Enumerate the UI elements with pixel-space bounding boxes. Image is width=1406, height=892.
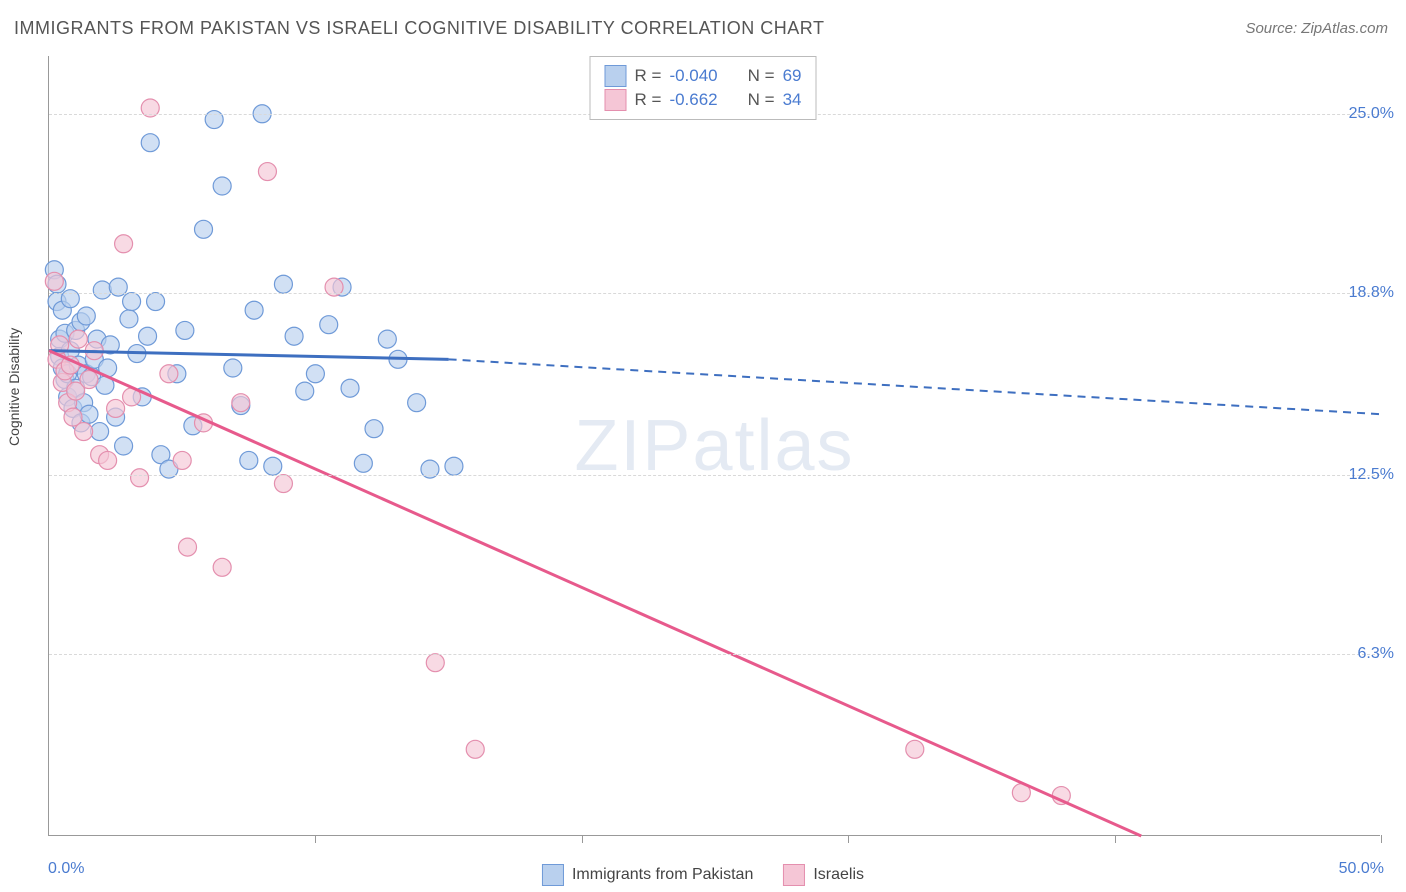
data-point-pakistan xyxy=(341,379,359,397)
data-point-israelis xyxy=(160,365,178,383)
data-point-pakistan xyxy=(115,437,133,455)
data-point-pakistan xyxy=(213,177,231,195)
data-point-pakistan xyxy=(176,321,194,339)
legend-swatch-israelis xyxy=(605,89,627,111)
data-point-israelis xyxy=(69,330,87,348)
x-axis-min-label: 0.0% xyxy=(48,860,84,878)
y-tick-label: 25.0% xyxy=(1349,105,1394,123)
data-point-pakistan xyxy=(365,420,383,438)
data-point-pakistan xyxy=(123,293,141,311)
n-value-pakistan: 69 xyxy=(783,66,802,86)
r-label: R = xyxy=(635,66,662,86)
legend-swatch-pakistan xyxy=(542,864,564,886)
data-point-pakistan xyxy=(245,301,263,319)
chart-title: IMMIGRANTS FROM PAKISTAN VS ISRAELI COGN… xyxy=(14,18,824,39)
data-point-israelis xyxy=(426,654,444,672)
data-point-israelis xyxy=(80,371,98,389)
data-point-israelis xyxy=(274,475,292,493)
data-point-israelis xyxy=(75,423,93,441)
r-value-pakistan: -0.040 xyxy=(669,66,717,86)
data-point-pakistan xyxy=(320,316,338,334)
data-point-pakistan xyxy=(408,394,426,412)
gridline xyxy=(49,475,1380,476)
data-point-israelis xyxy=(115,235,133,253)
data-point-israelis xyxy=(179,538,197,556)
data-point-pakistan xyxy=(274,275,292,293)
data-point-pakistan xyxy=(195,220,213,238)
x-tick xyxy=(315,835,316,843)
data-point-israelis xyxy=(232,394,250,412)
gridline xyxy=(49,293,1380,294)
r-label: R = xyxy=(635,90,662,110)
data-point-pakistan xyxy=(378,330,396,348)
data-point-israelis xyxy=(107,399,125,417)
data-point-pakistan xyxy=(264,457,282,475)
data-point-israelis xyxy=(45,272,63,290)
data-point-pakistan xyxy=(141,134,159,152)
y-tick-label: 12.5% xyxy=(1349,466,1394,484)
data-point-israelis xyxy=(466,740,484,758)
data-point-pakistan xyxy=(240,451,258,469)
legend-series: Immigrants from Pakistan Israelis xyxy=(542,864,864,886)
x-tick xyxy=(1115,835,1116,843)
data-point-pakistan xyxy=(77,307,95,325)
data-point-pakistan xyxy=(296,382,314,400)
chart-area: ZIPatlas xyxy=(48,56,1380,836)
data-point-pakistan xyxy=(147,293,165,311)
data-point-israelis xyxy=(258,163,276,181)
data-point-israelis xyxy=(173,451,191,469)
trendline-dash-pakistan xyxy=(449,359,1381,414)
data-point-pakistan xyxy=(224,359,242,377)
data-point-pakistan xyxy=(120,310,138,328)
r-value-israelis: -0.662 xyxy=(669,90,717,110)
data-point-pakistan xyxy=(80,405,98,423)
n-value-israelis: 34 xyxy=(783,90,802,110)
legend-label-israelis: Israelis xyxy=(813,866,864,884)
data-point-israelis xyxy=(131,469,149,487)
y-tick-label: 18.8% xyxy=(1349,284,1394,302)
data-point-pakistan xyxy=(91,423,109,441)
y-axis-label: Cognitive Disability xyxy=(6,328,22,446)
x-axis-max-label: 50.0% xyxy=(1339,860,1384,878)
n-label: N = xyxy=(748,90,775,110)
x-tick xyxy=(848,835,849,843)
source-label: Source: ZipAtlas.com xyxy=(1245,20,1388,37)
data-point-israelis xyxy=(99,451,117,469)
legend-swatch-pakistan xyxy=(605,65,627,87)
n-label: N = xyxy=(748,66,775,86)
x-tick xyxy=(582,835,583,843)
gridline xyxy=(49,654,1380,655)
data-point-pakistan xyxy=(285,327,303,345)
trendline-pakistan xyxy=(49,351,449,360)
data-point-israelis xyxy=(213,558,231,576)
legend-swatch-israelis xyxy=(783,864,805,886)
data-point-pakistan xyxy=(306,365,324,383)
plot-svg xyxy=(49,56,1380,835)
data-point-israelis xyxy=(906,740,924,758)
trendline-israelis xyxy=(49,351,1141,836)
data-point-pakistan xyxy=(445,457,463,475)
data-point-pakistan xyxy=(93,281,111,299)
y-tick-label: 6.3% xyxy=(1358,645,1394,663)
data-point-pakistan xyxy=(354,454,372,472)
x-tick xyxy=(1381,835,1382,843)
legend-correlation: R = -0.040 N = 69 R = -0.662 N = 34 xyxy=(590,56,817,120)
data-point-pakistan xyxy=(139,327,157,345)
legend-label-pakistan: Immigrants from Pakistan xyxy=(572,866,753,884)
